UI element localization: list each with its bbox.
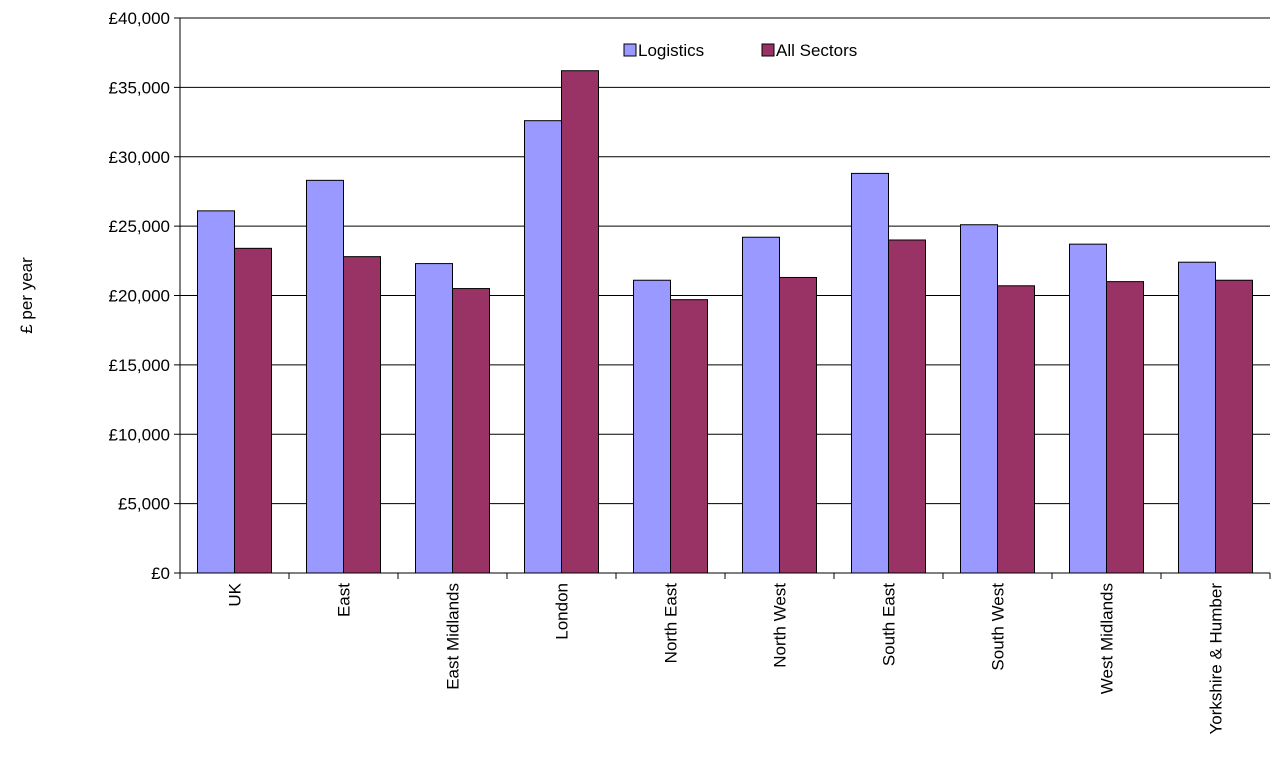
bar-logistics: [1178, 261, 1216, 574]
bar-logistics: [415, 263, 453, 574]
x-tick-label: Yorkshire & Humber: [1207, 583, 1226, 735]
y-tick-label: £15,000: [109, 356, 170, 375]
x-tick-label: South West: [989, 583, 1008, 671]
bar-all-sectors: [779, 276, 817, 574]
bar-logistics: [633, 279, 671, 574]
bars: [197, 70, 1253, 574]
bar-logistics: [960, 224, 998, 574]
bar-logistics: [524, 120, 562, 574]
y-tick-labels: £0 £5,000 £10,000 £15,000 £20,000 £25,000 £30,…: [109, 9, 170, 583]
x-tick-label: East: [335, 583, 354, 617]
bar-all-sectors: [343, 256, 381, 574]
x-tick-label: North West: [771, 583, 790, 668]
y-tick-label: £25,000: [109, 217, 170, 236]
legend: Logistics All Sectors: [623, 41, 857, 60]
x-tick-label: East Midlands: [444, 583, 463, 690]
bar-all-sectors: [234, 247, 272, 574]
x-tick-label: South East: [880, 583, 899, 666]
y-tick-label: £30,000: [109, 148, 170, 167]
y-tick-label: £10,000: [109, 425, 170, 444]
x-tick-label: West Midlands: [1098, 583, 1117, 694]
bar-logistics: [851, 172, 889, 574]
y-tick-label: £0: [151, 564, 170, 583]
bar-logistics: [197, 210, 235, 574]
x-tick-labels: UK East East Midlands London North East North…: [226, 582, 1226, 734]
y-tick-label: £20,000: [109, 287, 170, 306]
axes: [174, 17, 1271, 579]
bar-all-sectors: [561, 70, 599, 574]
legend-label: Logistics: [638, 41, 704, 60]
x-tick-label: UK: [226, 582, 245, 606]
bar-logistics: [742, 236, 780, 574]
bar-all-sectors: [1106, 281, 1144, 574]
bar-all-sectors: [1215, 279, 1253, 574]
legend-swatch: [623, 43, 637, 57]
y-tick-label: £35,000: [109, 78, 170, 97]
bar-all-sectors: [888, 239, 926, 574]
bar-all-sectors: [997, 285, 1035, 574]
bar-logistics: [306, 179, 344, 574]
legend-swatch: [761, 43, 775, 57]
x-tick-label: North East: [662, 583, 681, 664]
x-tick-label: London: [553, 583, 572, 640]
y-tick-label: £5,000: [118, 495, 170, 514]
y-axis-title: £ per year: [17, 257, 36, 334]
y-tick-label: £40,000: [109, 9, 170, 28]
legend-label: All Sectors: [776, 41, 857, 60]
bar-all-sectors: [670, 299, 708, 574]
bar-logistics: [1069, 243, 1107, 574]
bar-all-sectors: [452, 288, 490, 574]
